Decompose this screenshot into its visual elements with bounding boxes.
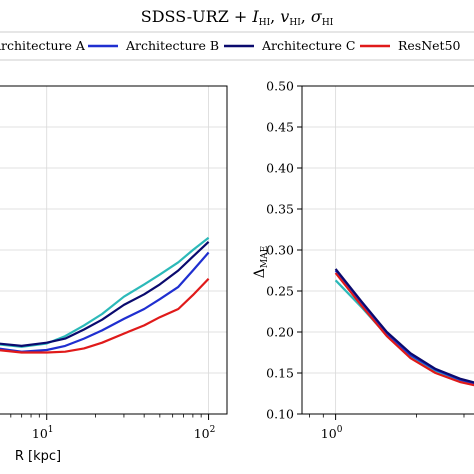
left-axes-frame [0,85,228,415]
legend: Architecture A Architecture B Architecture… [0,31,474,61]
left-grid [0,85,227,415]
title-sigma: σ [311,7,323,26]
series-line-resnet50 [0,277,210,354]
legend-label: Architecture C [261,38,355,53]
title-sigma-sub: HI [322,18,334,28]
y-tick-label: 0.40 [266,161,294,176]
legend-label: ResNet50 [398,38,461,53]
y-tick-label: 0.10 [266,407,294,422]
title-v: v [280,7,289,26]
left-xlabel: R [kpc] [15,449,61,464]
right-ticks: 100 0.10 0.15 0.20 0.25 0.30 0.35 0.40 0.45 0.50 [266,79,465,441]
title-I: I [251,7,259,26]
y-tick-label: 0.45 [266,120,294,135]
right-panel: 1000.100.150.200.250.300.350.400.450.50 … [252,79,474,441]
y-tick-label: 0.20 [266,325,294,340]
left-panel: 101 102 R [kpc] [0,85,228,464]
title-v-sub: HI [289,18,301,28]
series-line-resnet50 [334,272,474,387]
title-sep-2: , [301,7,311,26]
title-I-sub: HI [259,18,271,28]
left-series [0,236,210,354]
series-line-architecture-c [0,240,210,347]
x-tick-label: 100 [321,425,343,441]
right-ylabel-sub: MAE [260,246,270,268]
y-tick-label: 0.50 [266,79,294,94]
series-line-architecture-b [334,269,474,385]
y-tick-label: 0.15 [266,366,294,381]
right-series [334,268,474,387]
legend-label: Architecture A [0,38,86,53]
y-tick-label: 0.35 [266,202,294,217]
right-ylabel: ΔMAE [252,246,270,278]
x-tick-label: 101 [32,425,54,441]
y-tick-label: 0.30 [266,243,294,258]
left-ticks: 101 102 [10,414,216,441]
y-tick-label: 0.25 [266,284,294,299]
right-ylabel-base: Δ [252,268,268,278]
title-prefix: SDSS-URZ + [141,7,253,26]
x-tick-label: 102 [194,425,216,441]
right-grid [302,85,474,415]
chart-title: SDSS-URZ + IHI, vHI, σHI [141,7,334,28]
series-line-architecture-c [334,268,474,384]
series-line-architecture-b [0,251,210,353]
title-sep-1: , [270,7,280,26]
legend-label: Architecture B [125,38,219,53]
